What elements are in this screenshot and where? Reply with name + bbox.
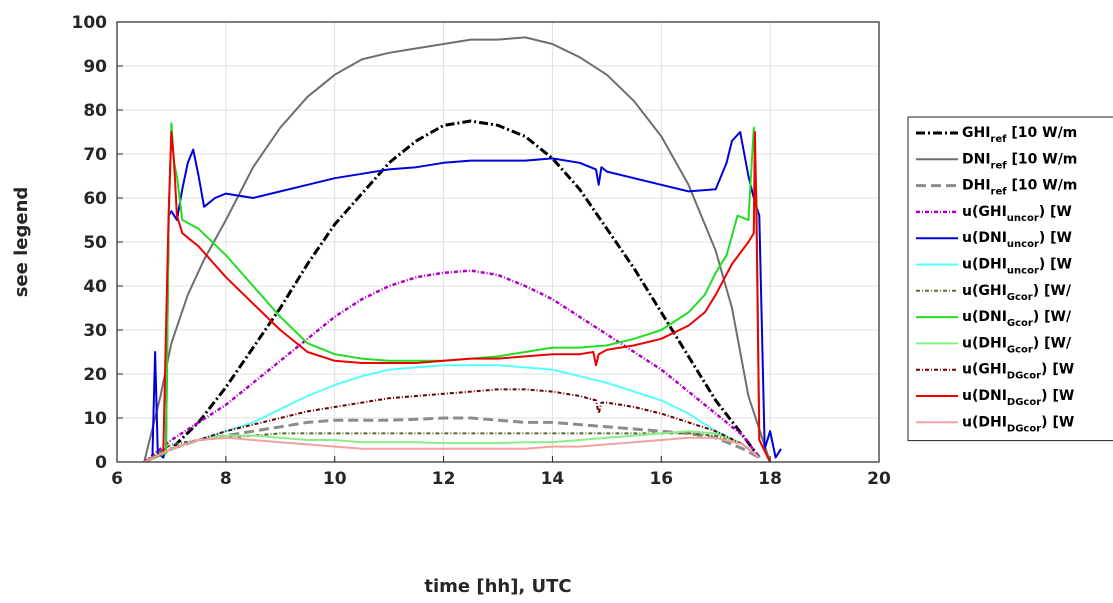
legend-label-10: u(DNIDGcor) [W xyxy=(962,388,1074,408)
x-tick-label: 10 xyxy=(323,469,347,489)
y-axis-ticks: 0 10 20 30 40 50 60 70 80 90 100 xyxy=(72,13,123,473)
y-tick-label: 100 xyxy=(72,13,108,33)
series-line-2 xyxy=(143,416,761,462)
y-tick-label: 50 xyxy=(83,233,107,253)
series-line-10 xyxy=(143,131,771,462)
y-tick-label: 70 xyxy=(83,145,107,165)
legend-label-1: DNIref [10 W/m xyxy=(962,151,1077,171)
legend-label-8: u(DHIGcor) [W/ xyxy=(962,335,1072,355)
series-group xyxy=(143,36,782,462)
y-tick-label: 90 xyxy=(83,57,107,77)
legend-label-7: u(DNIGcor) [W/ xyxy=(962,309,1072,329)
x-tick-label: 18 xyxy=(758,469,782,489)
legend-label-2: DHIref [10 W/m xyxy=(962,178,1077,198)
x-tick-label: 12 xyxy=(432,469,456,489)
legend-label-3: u(GHIuncor) [W xyxy=(962,204,1072,224)
y-tick-label: 30 xyxy=(83,321,107,341)
legend-label-0: GHIref [10 W/m xyxy=(962,125,1077,145)
y-tick-label: 40 xyxy=(83,277,107,297)
legend: GHIref [10 W/m DNIref [10 W/m DHIref [10 W… xyxy=(907,116,1113,442)
series-line-8 xyxy=(143,430,760,462)
y-tick-label: 0 xyxy=(95,453,107,473)
x-tick-label: 20 xyxy=(867,469,891,489)
x-axis-ticks: 6 8 10 12 14 16 18 20 xyxy=(111,456,891,489)
legend-label-6: u(GHIGcor) [W/ xyxy=(962,283,1072,303)
x-axis-label: time [hh], UTC xyxy=(424,576,571,597)
y-tick-label: 80 xyxy=(83,101,107,121)
y-axis-label: see legend xyxy=(11,187,32,298)
x-tick-label: 6 xyxy=(111,469,123,489)
y-tick-label: 60 xyxy=(83,189,107,209)
x-tick-label: 16 xyxy=(649,469,673,489)
legend-label-4: u(DNIuncor) [W xyxy=(962,230,1072,250)
series-line-9 xyxy=(143,388,760,462)
y-tick-label: 10 xyxy=(83,409,107,429)
legend-label-11: u(DHIDGcor) [W xyxy=(962,414,1074,434)
y-tick-label: 20 xyxy=(83,365,107,385)
x-tick-label: 8 xyxy=(220,469,232,489)
series-line-4 xyxy=(143,131,782,462)
series-line-3 xyxy=(143,269,761,462)
series-line-5 xyxy=(143,364,760,462)
legend-box xyxy=(907,116,1113,442)
legend-label-9: u(GHIDGcor) [W xyxy=(962,362,1074,382)
legend-label-5: u(DHIuncor) [W xyxy=(962,257,1072,277)
x-tick-label: 14 xyxy=(541,469,565,489)
series-line-11 xyxy=(143,436,760,462)
series-line-1 xyxy=(143,36,772,462)
